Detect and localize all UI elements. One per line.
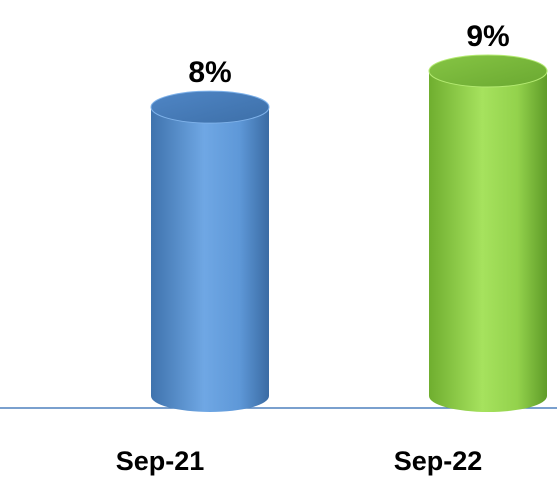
category-label-sep-21: Sep-21	[116, 446, 205, 476]
category-label-sep-22: Sep-22	[394, 446, 483, 476]
bar-sep-22	[429, 71, 547, 412]
bar-sep-21-top	[150, 90, 270, 124]
bar-sep-22-top	[428, 54, 548, 88]
bar-group-1: 9% Sep-22	[394, 20, 548, 476]
bar-sep-21	[151, 107, 269, 412]
data-label-sep-22: 9%	[466, 20, 509, 53]
data-label-sep-21: 8%	[188, 56, 231, 89]
bar-group-0: 8% Sep-21	[116, 56, 270, 476]
